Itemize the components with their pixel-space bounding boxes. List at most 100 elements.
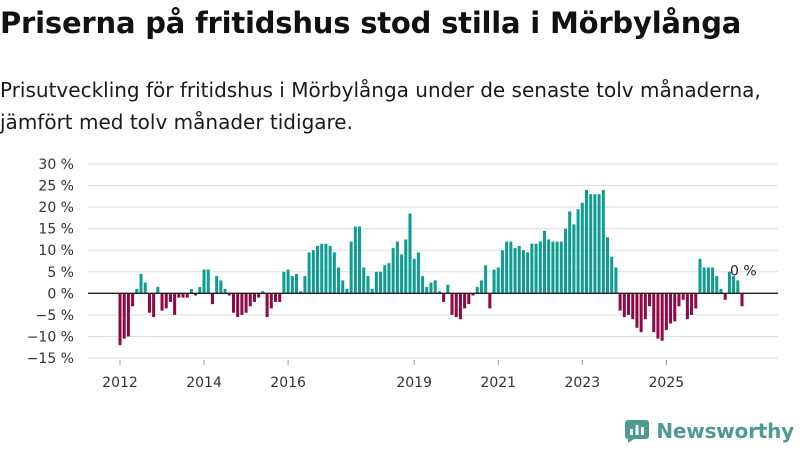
bar	[206, 269, 210, 294]
bar	[568, 211, 572, 294]
bar	[572, 224, 576, 294]
bar	[547, 239, 551, 294]
bar	[282, 271, 286, 294]
bar	[563, 228, 567, 294]
bar	[248, 293, 252, 307]
bar	[580, 202, 584, 294]
bar	[677, 293, 681, 307]
bar	[160, 293, 164, 311]
x-tick-label: 2021	[480, 375, 516, 391]
bar	[669, 293, 673, 324]
bar	[177, 293, 181, 298]
bar	[139, 273, 143, 294]
bar	[521, 250, 525, 294]
bar	[223, 289, 227, 294]
y-tick-label: 30 %	[38, 157, 74, 173]
bar	[328, 245, 332, 294]
bar	[299, 291, 303, 294]
bar	[286, 269, 290, 294]
bar	[362, 267, 366, 294]
bar	[610, 256, 614, 294]
bar	[526, 252, 530, 294]
y-tick-label: −5 %	[36, 308, 74, 324]
bar	[488, 293, 492, 309]
bar	[257, 293, 261, 298]
bar	[341, 280, 345, 294]
bar	[181, 293, 185, 298]
y-tick-label: −15 %	[27, 351, 74, 367]
bar	[542, 230, 546, 294]
chart-subtitle: Prisutveckling för fritidshus i Mörbylån…	[0, 78, 761, 134]
bar	[374, 271, 378, 294]
bar	[652, 293, 656, 333]
axes	[88, 292, 778, 365]
bar	[614, 267, 618, 294]
bar	[509, 241, 513, 294]
bar	[416, 252, 420, 294]
bar	[719, 289, 723, 294]
y-tick-label: 0 %	[47, 286, 74, 302]
bar	[244, 293, 248, 313]
bar	[143, 282, 147, 294]
bar	[442, 293, 446, 302]
y-tick-label: 20 %	[38, 200, 74, 216]
bar	[189, 289, 193, 294]
bar	[656, 293, 660, 339]
bar	[597, 194, 601, 294]
bar	[227, 293, 231, 296]
bar	[479, 280, 483, 294]
bar	[513, 248, 517, 294]
x-tick-label: 2012	[102, 375, 138, 391]
bar	[273, 293, 278, 302]
bar	[584, 189, 589, 294]
bar	[601, 189, 605, 294]
bar	[715, 276, 719, 294]
bar	[210, 293, 214, 305]
bar	[433, 280, 437, 294]
bar	[639, 293, 643, 333]
bar	[265, 293, 269, 318]
bar	[303, 276, 307, 294]
bar	[370, 289, 374, 294]
gridlines	[88, 163, 778, 359]
bar	[126, 293, 130, 337]
bar	[311, 250, 315, 294]
bar	[496, 267, 500, 294]
bar	[295, 273, 299, 294]
bar	[534, 243, 538, 294]
bar	[353, 226, 357, 294]
bar	[147, 293, 151, 313]
bar	[231, 293, 235, 313]
bar	[404, 239, 408, 294]
bar	[320, 243, 324, 294]
bar	[690, 293, 694, 315]
bar	[387, 263, 391, 294]
bar	[606, 237, 610, 294]
bar	[429, 282, 433, 294]
bar	[631, 293, 635, 320]
bar	[538, 241, 542, 294]
bar	[194, 293, 198, 296]
bar	[366, 276, 370, 294]
y-tick-label: −10 %	[27, 329, 74, 345]
bar	[555, 241, 559, 294]
bar	[618, 293, 622, 311]
bar	[732, 276, 736, 294]
bar	[454, 293, 458, 318]
bar	[740, 293, 744, 307]
bar	[627, 293, 631, 315]
bar	[471, 293, 475, 296]
bar	[484, 265, 488, 294]
bar	[576, 209, 580, 294]
bar	[307, 252, 311, 294]
brand-logo: Newsworthy	[624, 418, 794, 444]
newsworthy-logo-icon	[625, 420, 650, 443]
labels: −15 % −10 % −5 % 0 % 5 % 10 % 15 % 20 % 25 % 30 %…	[27, 157, 757, 391]
bar	[446, 284, 450, 294]
bar	[412, 258, 416, 294]
bar	[694, 293, 698, 309]
y-tick-label: 15 %	[38, 222, 74, 238]
bar	[358, 226, 362, 294]
x-tick-label: 2023	[564, 375, 600, 391]
bar	[408, 213, 412, 294]
